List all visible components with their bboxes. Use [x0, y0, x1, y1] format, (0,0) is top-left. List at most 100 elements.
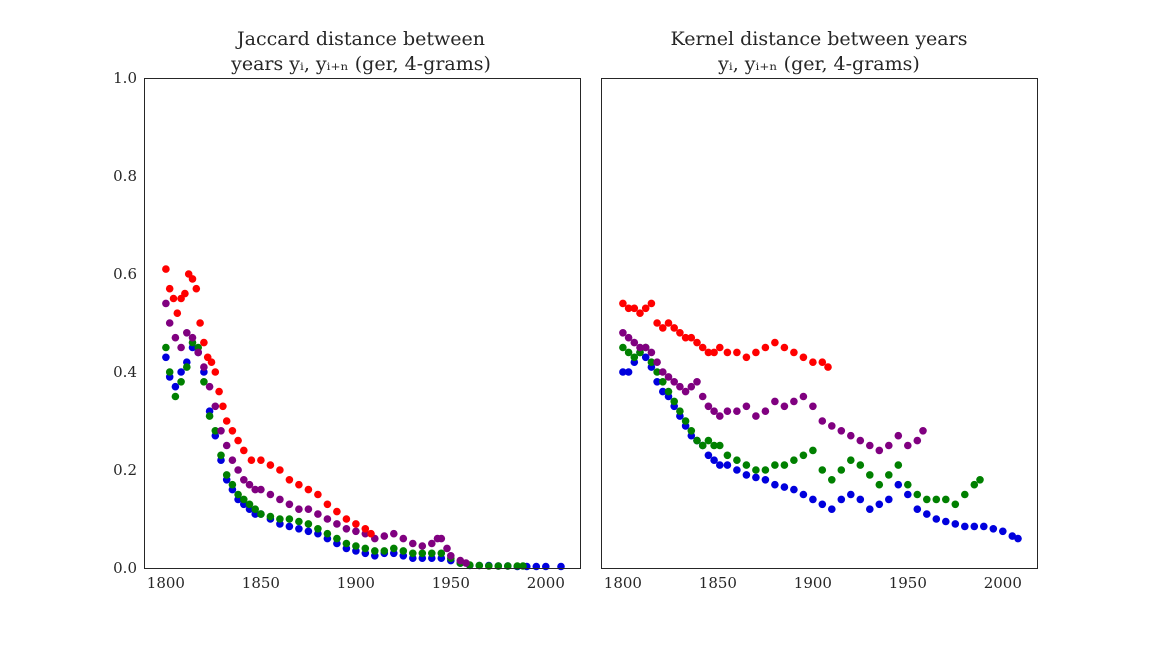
- point-s1-20: [285, 515, 294, 523]
- point-s2-33: [866, 441, 874, 450]
- point-s2-27: [809, 402, 817, 411]
- point-s1-30: [837, 466, 846, 474]
- point-s1-27: [352, 542, 360, 550]
- point-s2-7: [200, 363, 208, 371]
- left-y-axis: 0.0 0.2 0.4 0.6 0.8 1.0: [113, 69, 137, 577]
- point-s1-0: [619, 343, 627, 352]
- point-s2-16: [710, 407, 718, 416]
- point-s0-47: [999, 527, 1007, 536]
- point-s2-19: [733, 407, 741, 416]
- point-s2-15: [245, 480, 254, 489]
- point-s0-16: [710, 456, 718, 465]
- point-s3-23: [771, 338, 779, 347]
- point-s1-1: [165, 368, 174, 376]
- point-s0-21: [295, 525, 303, 533]
- point-s0-42: [951, 520, 960, 528]
- point-s0-46: [532, 562, 541, 571]
- point-s3-1: [624, 304, 633, 313]
- point-s1-7: [659, 378, 667, 386]
- point-s2-1: [165, 319, 174, 327]
- point-s0-3: [177, 368, 185, 376]
- point-s3-27: [314, 490, 322, 499]
- point-s1-22: [304, 520, 313, 528]
- point-s1-12: [687, 427, 696, 435]
- point-s0-35: [885, 495, 893, 504]
- point-s3-28: [818, 358, 827, 367]
- point-s0-20: [742, 471, 751, 479]
- point-s1-26: [342, 539, 351, 548]
- point-s1-19: [733, 456, 741, 465]
- point-s0-31: [847, 490, 855, 499]
- point-s0-0: [619, 368, 627, 376]
- point-s2-28: [818, 417, 827, 425]
- point-s3-24: [285, 476, 294, 484]
- point-s1-26: [799, 451, 808, 460]
- point-s0-23: [771, 480, 779, 489]
- point-s2-32: [399, 534, 408, 543]
- point-s3-20: [742, 353, 751, 362]
- point-s0-33: [866, 505, 874, 513]
- point-s2-9: [211, 402, 220, 411]
- point-s3-5: [647, 299, 656, 308]
- y-tick-label-3: 0.6: [113, 265, 137, 283]
- point-s3-5: [181, 289, 189, 298]
- point-s1-32: [856, 461, 865, 469]
- left-title-line1: Jaccard distance between: [235, 28, 485, 50]
- point-s2-39: [447, 552, 455, 560]
- point-s0-27: [809, 495, 817, 504]
- right-title-line2: yᵢ, yᵢ₊ₙ (ger, 4-grams): [717, 53, 920, 75]
- point-s1-0: [162, 343, 170, 352]
- point-s2-7: [659, 368, 667, 376]
- point-s1-8: [205, 412, 214, 420]
- point-s1-34: [875, 480, 884, 489]
- point-s2-26: [342, 525, 351, 533]
- x-tick-label-0: 1800: [147, 574, 185, 592]
- point-s1-36: [894, 461, 903, 469]
- point-s3-21: [752, 348, 760, 357]
- point-s1-41: [942, 495, 950, 504]
- point-s1-24: [780, 461, 789, 469]
- point-s1-43: [504, 562, 512, 570]
- point-s2-9: [670, 378, 678, 386]
- point-s1-32: [399, 547, 408, 555]
- point-s0-48: [557, 562, 565, 571]
- point-s1-33: [409, 549, 417, 558]
- point-s0-41: [942, 517, 950, 526]
- point-s2-17: [257, 485, 265, 494]
- point-s1-6: [653, 368, 661, 376]
- point-s1-11: [222, 471, 231, 479]
- point-s2-11: [681, 387, 690, 396]
- point-s1-13: [234, 490, 242, 499]
- point-s3-13: [211, 368, 220, 376]
- point-s3-8: [664, 319, 673, 327]
- point-s2-30: [837, 427, 846, 435]
- point-s2-14: [240, 476, 248, 484]
- point-s2-0: [619, 329, 627, 337]
- point-s3-18: [723, 348, 732, 357]
- point-s1-5: [647, 358, 656, 367]
- point-s1-29: [828, 476, 836, 484]
- point-s1-23: [771, 461, 779, 469]
- point-s0-24: [780, 483, 789, 491]
- point-s2-34: [875, 446, 884, 455]
- point-s1-17: [257, 510, 265, 518]
- point-s0-19: [733, 466, 741, 474]
- point-s0-15: [704, 451, 713, 460]
- y-tick-label-1: 0.2: [113, 461, 137, 479]
- point-s1-12: [228, 480, 237, 489]
- point-s1-45: [976, 476, 984, 484]
- point-s0-37: [904, 490, 912, 499]
- point-s2-24: [323, 515, 332, 523]
- point-s0-22: [304, 527, 313, 536]
- point-s2-17: [716, 412, 724, 420]
- point-s2-25: [790, 397, 798, 406]
- left-series: [162, 265, 565, 571]
- point-s2-0: [162, 299, 170, 308]
- point-s0-25: [790, 485, 798, 494]
- point-s2-25: [333, 520, 341, 528]
- point-s0-43: [961, 522, 969, 531]
- point-s0-29: [828, 505, 836, 513]
- point-s1-41: [485, 562, 493, 570]
- right-title-line1: Kernel distance between years: [671, 28, 968, 50]
- point-s2-6: [194, 348, 202, 357]
